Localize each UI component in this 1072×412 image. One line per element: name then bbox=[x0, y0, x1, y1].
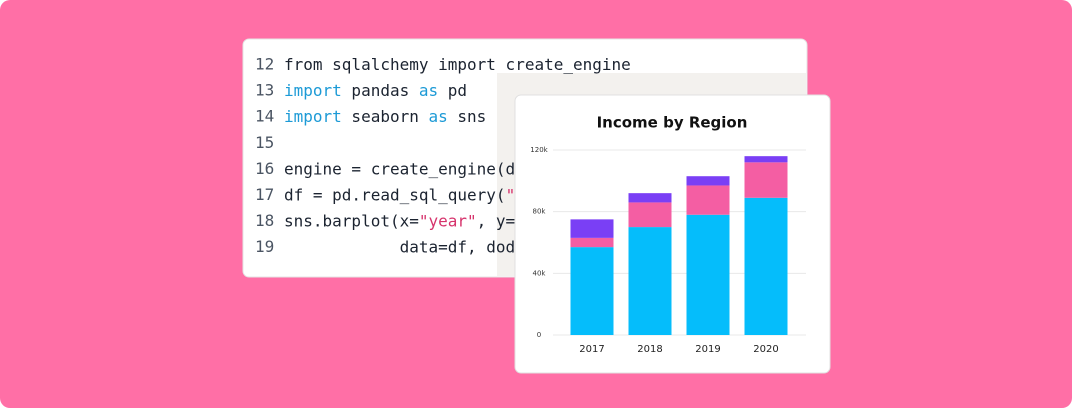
code-token: sns bbox=[448, 107, 487, 126]
line-number: 14 bbox=[255, 107, 274, 126]
code-line: import seaborn as sns bbox=[284, 107, 486, 126]
code-line: df = pd.read_sql_query(" bbox=[284, 185, 515, 204]
y-tick-label: 0 bbox=[537, 331, 541, 339]
y-tick-label: 80k bbox=[533, 208, 547, 216]
y-tick-label: 40k bbox=[533, 269, 547, 277]
code-token: "year" bbox=[419, 211, 477, 230]
bar-segment bbox=[570, 219, 614, 238]
bar-segment bbox=[570, 247, 614, 335]
bar-segment bbox=[628, 193, 672, 203]
code-token: as bbox=[429, 107, 448, 126]
code-token: pandas bbox=[342, 81, 419, 100]
y-tick-label: 120k bbox=[530, 146, 548, 154]
bar-segment bbox=[686, 185, 730, 215]
bar-segment bbox=[628, 227, 672, 335]
line-number: 12 bbox=[255, 55, 274, 74]
line-number: 17 bbox=[255, 185, 274, 204]
x-tick-label: 2017 bbox=[579, 344, 604, 355]
code-token: import bbox=[284, 81, 342, 100]
code-token: engine = create_engine(d bbox=[284, 159, 515, 178]
chart-title: Income by Region bbox=[597, 114, 748, 132]
code-line: engine = create_engine(d bbox=[284, 159, 515, 178]
code-token: df = pd.read_sql_query( bbox=[284, 185, 506, 204]
bar-segment bbox=[628, 202, 672, 228]
code-token: seaborn bbox=[342, 107, 429, 126]
code-token: " bbox=[506, 185, 516, 204]
bar-segment bbox=[686, 176, 730, 186]
bar-segment bbox=[744, 162, 788, 198]
bar-segment bbox=[686, 214, 730, 335]
code-token: as bbox=[419, 81, 438, 100]
code-line: data=df, dod bbox=[284, 237, 515, 256]
code-token: sns.barplot(x= bbox=[284, 211, 419, 230]
code-line: import pandas as pd bbox=[284, 81, 467, 100]
line-number: 19 bbox=[255, 237, 274, 256]
code-line: sns.barplot(x="year", y= bbox=[284, 211, 515, 230]
bar-segment bbox=[744, 156, 788, 163]
code-token: data=df, dod bbox=[284, 237, 515, 256]
line-number: 15 bbox=[255, 133, 274, 152]
code-token: from sqlalchemy import create_engine bbox=[284, 55, 631, 74]
code-token: pd bbox=[438, 81, 467, 100]
line-number: 18 bbox=[255, 211, 274, 230]
x-tick-label: 2019 bbox=[695, 344, 720, 355]
code-lines: 12 from sqlalchemy import create_engine 13… bbox=[255, 55, 631, 257]
x-tick-label: 2020 bbox=[753, 344, 778, 355]
code-token: import bbox=[284, 107, 342, 126]
bar-segment bbox=[744, 197, 788, 335]
code-token: , y= bbox=[477, 211, 516, 230]
chart: 0 40k 80k 120k 2017 2018 2019 2020 bbox=[530, 146, 806, 355]
code-line: from sqlalchemy import create_engine bbox=[284, 55, 631, 74]
line-number: 16 bbox=[255, 159, 274, 178]
bar-segment bbox=[570, 237, 614, 248]
line-number: 13 bbox=[255, 81, 274, 100]
x-tick-label: 2018 bbox=[637, 344, 662, 355]
